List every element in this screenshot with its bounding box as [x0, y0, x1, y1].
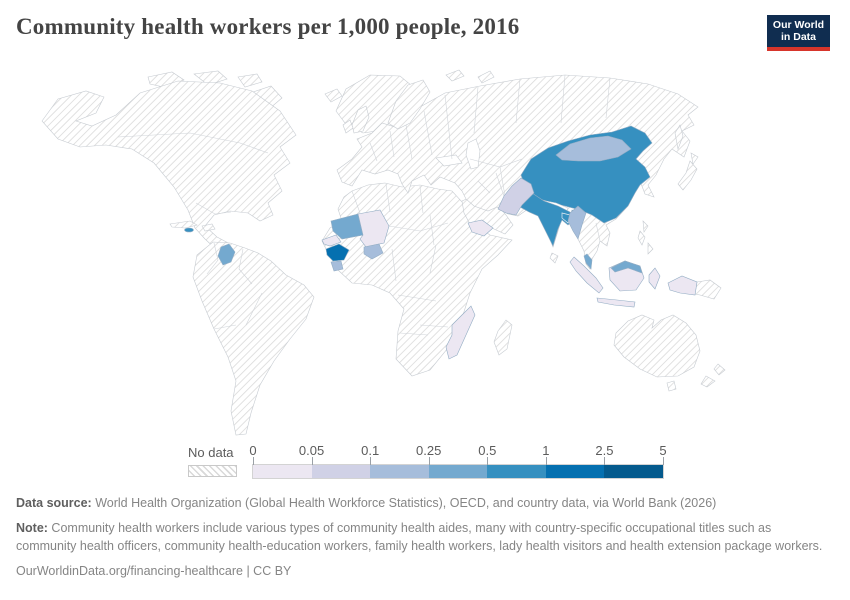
region-south-america[interactable]: [192, 241, 315, 436]
region-tasmania[interactable]: [666, 380, 677, 392]
country-india[interactable]: [519, 192, 575, 247]
country-myanmar[interactable]: [567, 205, 587, 240]
no-data-label: No data: [188, 445, 234, 460]
black-sea: [435, 154, 463, 167]
owid-logo-line1: Our World: [772, 19, 825, 31]
region-japan[interactable]: [677, 160, 698, 191]
country-mongolia[interactable]: [555, 135, 632, 162]
owid-logo-line2: in Data: [780, 31, 816, 43]
country-mauritania[interactable]: [330, 213, 364, 240]
legend-tick-label: 0.05: [298, 443, 325, 458]
legend-bar[interactable]: [252, 464, 664, 479]
region-iceland[interactable]: [324, 88, 343, 103]
world-map[interactable]: [0, 63, 850, 445]
country-borders: [117, 74, 611, 336]
country-jamaica[interactable]: [184, 227, 194, 233]
region-taiwan[interactable]: [642, 220, 649, 233]
region-ireland[interactable]: [342, 119, 354, 134]
country-indonesia-sulawesi[interactable]: [648, 267, 661, 290]
legend-tick-label: 0.5: [478, 443, 497, 458]
legend-tick-mark: [487, 457, 489, 465]
region-hispaniola[interactable]: [201, 223, 216, 232]
data-source-line: Data source: World Health Organization (…: [16, 494, 834, 512]
region-north-america[interactable]: [41, 80, 297, 270]
legend-tick-mark: [663, 457, 664, 465]
legend-tick-mark: [370, 457, 372, 465]
country-yemen[interactable]: [467, 219, 494, 237]
region-papua-new-guinea[interactable]: [694, 279, 722, 300]
data-source-text: World Health Organization (Global Health…: [91, 496, 717, 510]
country-burkina-faso[interactable]: [363, 243, 384, 260]
legend-bin[interactable]: [428, 465, 488, 478]
legend-tick-label: 0: [249, 443, 257, 458]
region-novaya-zemlya[interactable]: [477, 70, 495, 84]
country-indonesia-sumatra[interactable]: [569, 256, 604, 294]
legend-bin[interactable]: [370, 465, 429, 478]
country-mozambique[interactable]: [445, 305, 476, 360]
legend-tick-mark: [253, 457, 254, 465]
legend-tick-mark: [311, 457, 313, 465]
country-sierra-leone[interactable]: [330, 260, 344, 272]
region-hokkaido[interactable]: [690, 152, 699, 165]
region-arctic-island-3[interactable]: [237, 73, 263, 88]
country-malaysia-peninsula[interactable]: [583, 253, 593, 270]
region-scandinavia[interactable]: [387, 79, 431, 130]
citation[interactable]: OurWorldinData.org/financing-healthcare …: [16, 564, 292, 579]
region-cuba[interactable]: [169, 220, 198, 229]
chart-footer: Data source: World Health Organization (…: [16, 494, 834, 581]
legend-bin[interactable]: [487, 465, 546, 478]
legend-tick-label: 0.1: [361, 443, 380, 458]
legend-tick-label: 0.25: [416, 443, 442, 458]
legend-tick-mark: [545, 457, 547, 465]
legend-tick-label: 2.5: [595, 443, 614, 458]
country-pakistan[interactable]: [497, 177, 535, 216]
legend-tick-label: 5: [659, 443, 667, 458]
region-new-zealand-south[interactable]: [700, 375, 716, 388]
country-malaysia-borneo[interactable]: [610, 260, 643, 274]
legend-tick-label: 1: [542, 443, 550, 458]
legend-bin[interactable]: [545, 465, 605, 478]
note-label: Note:: [16, 521, 48, 536]
region-arctic-island-2[interactable]: [193, 70, 228, 86]
legend-bin[interactable]: [311, 465, 371, 478]
region-sri-lanka[interactable]: [549, 252, 559, 264]
caspian-sea: [465, 138, 481, 170]
legend-bin[interactable]: [604, 465, 664, 478]
note-text: Community health workers include various…: [16, 521, 823, 554]
legend-tick-mark: [428, 457, 430, 465]
chart-title: Community health workers per 1,000 peopl…: [16, 14, 520, 39]
region-philippines-2[interactable]: [647, 242, 654, 255]
map-legend: No data 0 0.05 0.1 0.25 0.5 1 2.5 5: [0, 443, 850, 483]
legend-bin[interactable]: [253, 465, 312, 478]
note-line: Note: Community health workers include v…: [16, 519, 834, 555]
country-indonesia-java[interactable]: [596, 297, 636, 308]
no-data-swatch[interactable]: [188, 465, 237, 477]
country-indonesia-papua[interactable]: [667, 275, 698, 296]
region-australia[interactable]: [613, 314, 701, 378]
region-svalbard[interactable]: [445, 69, 465, 82]
region-philippines-1[interactable]: [637, 230, 646, 246]
legend-tick-mark: [604, 457, 606, 465]
region-sakhalin[interactable]: [674, 124, 684, 151]
country-senegal[interactable]: [321, 234, 342, 247]
data-source-label: Data source:: [16, 496, 92, 510]
country-guinea[interactable]: [325, 243, 350, 262]
region-new-zealand-north[interactable]: [713, 363, 726, 376]
country-guyana[interactable]: [217, 243, 236, 266]
region-britain[interactable]: [351, 105, 370, 134]
owid-logo[interactable]: Our World in Data: [767, 15, 830, 51]
region-madagascar[interactable]: [493, 319, 513, 356]
